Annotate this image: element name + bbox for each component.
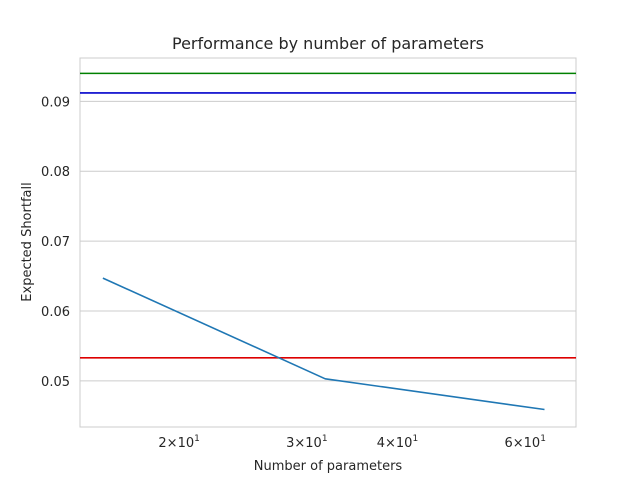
series-layer — [102, 277, 545, 411]
x-tick-label: 6×101 — [504, 434, 545, 451]
x-tick-base: 4×10 — [377, 436, 413, 451]
x-tick-label: 3×101 — [286, 434, 327, 451]
y-tick-label: 0.05 — [41, 375, 70, 390]
y-tick-label: 0.06 — [41, 305, 70, 320]
y-axis-label: Expected Shortfall — [20, 182, 35, 301]
y-tick-label: 0.07 — [41, 235, 70, 250]
x-tick-label: 4×101 — [377, 434, 418, 451]
x-tick-exponent: 1 — [412, 434, 418, 444]
x-tick-base: 2×10 — [158, 436, 194, 451]
reference-lines — [80, 72, 576, 359]
x-tick-base: 6×10 — [504, 436, 540, 451]
x-tick-exponent: 1 — [540, 434, 546, 444]
y-tick-label: 0.08 — [41, 165, 70, 180]
x-axis-ticks: 2×101 3×101 4×101 6×101 — [158, 434, 546, 451]
chart-title: Performance by number of parameters — [172, 34, 484, 53]
plot-area — [79, 57, 577, 428]
x-axis-label: Number of parameters — [254, 459, 403, 474]
x-tick-exponent: 1 — [322, 434, 328, 444]
y-tick-label: 0.09 — [41, 95, 70, 110]
x-tick-exponent: 1 — [194, 434, 200, 444]
series-line — [102, 277, 545, 411]
x-tick-base: 3×10 — [286, 436, 322, 451]
grid-lines — [80, 100, 576, 382]
x-tick-label: 2×101 — [158, 434, 199, 451]
y-axis-ticks: 0.05 0.06 0.07 0.08 0.09 — [41, 95, 70, 390]
